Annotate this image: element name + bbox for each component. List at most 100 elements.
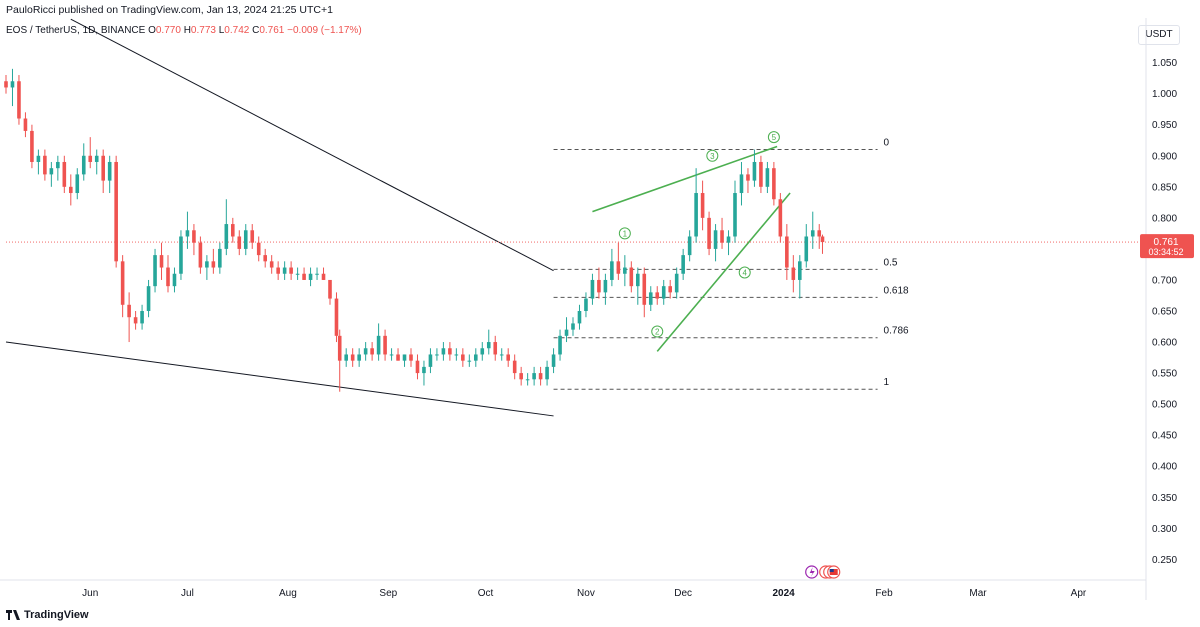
price-label-countdown: 03:34:52 (1148, 247, 1183, 257)
y-tick-label: 0.950 (1152, 120, 1177, 131)
candle-body (243, 230, 248, 249)
candle-body (49, 168, 54, 175)
candle-body (603, 279, 608, 293)
candle-body (428, 354, 433, 367)
candle-body (315, 273, 319, 275)
publisher-header: PauloRicci published on TradingView.com,… (6, 4, 333, 16)
candle-body (454, 354, 459, 356)
y-tick-label: 0.600 (1152, 338, 1177, 349)
y-tick-label: 0.500 (1152, 400, 1177, 411)
wave-label: 1 (623, 229, 628, 238)
candle-body (571, 323, 575, 330)
candle-body (713, 230, 718, 249)
trendline (70, 18, 554, 272)
wedge-line (656, 192, 791, 352)
wave-circle (767, 131, 780, 144)
candle-body (655, 292, 660, 299)
wave-circle (738, 266, 751, 279)
tradingview-brand[interactable]: TradingView (6, 609, 89, 621)
candle-body (681, 255, 685, 274)
candle-body (720, 230, 724, 243)
y-tick-label: 1.050 (1152, 58, 1177, 69)
x-tick-label: Dec (674, 588, 692, 599)
candle-body (159, 255, 164, 268)
symbol-legend: EOS / TetherUS, 1D, BINANCE O0.770 H0.77… (6, 25, 362, 36)
candle-body (707, 217, 711, 249)
candle-body (772, 168, 776, 200)
candle-body (337, 335, 342, 361)
wave-circle (651, 325, 664, 338)
flag-canton (829, 569, 834, 572)
candle-body (519, 373, 523, 380)
low-label: L (218, 25, 225, 36)
currency-selector[interactable]: USDT (1138, 25, 1180, 45)
candle-body (172, 273, 177, 287)
candle-body (674, 273, 679, 293)
x-tick-label: Aug (279, 588, 297, 599)
candle-body (282, 267, 287, 274)
symbol-name[interactable]: EOS / TetherUS, 1D, BINANCE (6, 25, 146, 36)
candle-body (480, 348, 485, 355)
lightning-glyph (809, 567, 815, 577)
tradingview-logo-icon (6, 610, 20, 620)
candle-body (17, 81, 21, 119)
x-tick-label: Jun (82, 588, 98, 599)
candle-body (584, 298, 588, 311)
candle-body (256, 242, 261, 256)
candle-body (43, 155, 47, 175)
candle-body (205, 261, 209, 268)
candle-body (461, 354, 465, 361)
candle-body (383, 335, 387, 355)
candle-body (308, 273, 313, 280)
candle-body (493, 342, 498, 355)
wave-label: 4 (742, 269, 747, 278)
fib-level-label: 0.5 (884, 257, 898, 268)
candle-body (700, 193, 705, 218)
candle-body (785, 236, 789, 268)
price-label-value: 0.761 (1153, 237, 1178, 248)
candle-body (435, 354, 439, 356)
price-label-box (1140, 234, 1194, 259)
wedge-line (592, 145, 778, 213)
x-tick-label: Jul (181, 588, 194, 599)
candle-body (616, 261, 621, 274)
candle-body (4, 81, 8, 88)
candle-body (733, 193, 737, 237)
y-tick-label: 0.250 (1152, 555, 1177, 566)
candle-body (321, 273, 326, 280)
candle-body (88, 155, 93, 162)
candle-body (448, 348, 452, 355)
candle-body (499, 354, 504, 356)
candle-body (289, 267, 293, 274)
candle-body (376, 335, 381, 355)
candle-body (94, 155, 99, 162)
candle-body (276, 267, 280, 274)
y-tick-label: 0.300 (1152, 524, 1177, 535)
candle-body (577, 311, 582, 324)
candle-body (224, 224, 229, 249)
candle-body (759, 161, 763, 187)
high-label: H (183, 25, 191, 36)
candle-body (192, 230, 196, 243)
candle-body (642, 273, 647, 305)
candle-body (107, 161, 112, 181)
candle-body (302, 273, 306, 280)
candle-body (114, 161, 118, 262)
candle-body (146, 286, 151, 311)
x-tick-label: Oct (478, 588, 494, 599)
change-value: −0.009 (−1.17%) (287, 25, 362, 36)
candle-body (467, 360, 472, 362)
candle-body (250, 230, 255, 243)
y-tick-label: 0.450 (1152, 431, 1177, 442)
close-value: 0.761 (259, 25, 285, 36)
candle-body (120, 261, 125, 305)
candle-body (328, 279, 332, 299)
candle-body (804, 236, 809, 262)
candle-body (269, 261, 274, 268)
candle-body (69, 186, 73, 194)
y-tick-label: 0.800 (1152, 213, 1177, 224)
candle-body (726, 236, 731, 243)
candle-body (81, 155, 86, 175)
candle-body (370, 348, 374, 355)
